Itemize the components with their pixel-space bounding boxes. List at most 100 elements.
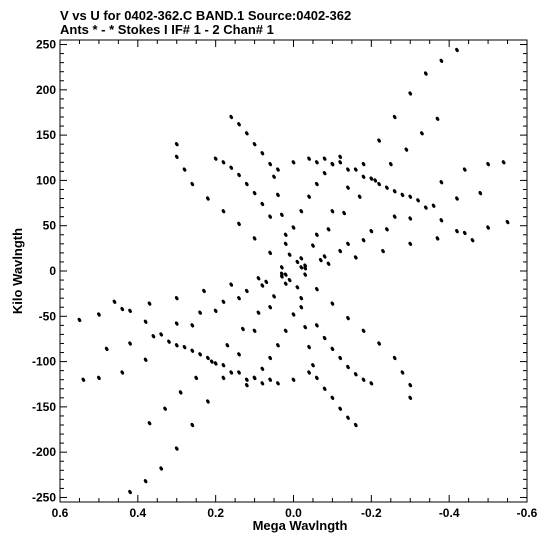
uv-point — [268, 161, 272, 167]
uv-point — [244, 131, 249, 136]
uv-point — [315, 375, 319, 381]
uv-point — [128, 489, 132, 495]
uv-point — [283, 241, 288, 246]
uv-point — [435, 236, 440, 241]
uv-point — [163, 406, 167, 411]
uv-point — [206, 399, 210, 404]
uv-point — [392, 189, 397, 194]
uv-point — [346, 315, 350, 321]
uv-point — [276, 343, 280, 348]
uv-point — [416, 198, 420, 203]
uv-point — [283, 281, 288, 286]
uv-point — [213, 308, 218, 314]
y-tick-label: 150 — [36, 128, 56, 142]
uv-point — [237, 370, 241, 375]
uv-point — [280, 271, 284, 276]
uv-point — [202, 288, 206, 294]
uv-point — [330, 395, 335, 400]
uv-point — [357, 194, 362, 199]
uv-point — [276, 167, 280, 172]
uv-point — [322, 335, 327, 341]
uv-point — [198, 310, 202, 315]
y-tick-label: -250 — [32, 490, 56, 504]
uv-point — [237, 172, 241, 178]
uv-point — [315, 160, 319, 165]
x-tick-label: 0.0 — [285, 506, 302, 520]
y-tick-label: -150 — [32, 400, 56, 414]
uv-point — [478, 190, 483, 196]
uv-point — [408, 91, 413, 96]
uv-point — [167, 339, 171, 344]
uv-point — [470, 238, 475, 243]
uv-point — [229, 165, 234, 170]
uv-point — [81, 377, 86, 382]
uv-point — [283, 328, 288, 333]
uv-point — [408, 241, 413, 246]
uv-point — [237, 296, 241, 301]
y-tick-label: 100 — [36, 173, 56, 187]
uv-point — [237, 221, 241, 227]
uv-point — [120, 370, 125, 375]
uv-point — [194, 375, 199, 381]
uv-point — [237, 122, 241, 127]
x-tick-label: -0.4 — [439, 506, 460, 520]
uv-point — [174, 154, 179, 160]
uv-point — [120, 306, 125, 312]
uv-point — [252, 142, 257, 147]
uv-point — [369, 228, 374, 234]
uv-point — [404, 147, 409, 152]
uv-point — [143, 479, 148, 484]
uv-point — [307, 194, 311, 199]
uv-point — [229, 282, 234, 287]
uv-point — [147, 421, 152, 426]
uv-point — [342, 210, 346, 216]
plot-frame — [59, 39, 528, 503]
uv-point — [330, 346, 335, 352]
uv-point — [338, 154, 343, 160]
uv-point — [424, 71, 428, 76]
uv-point — [373, 178, 378, 183]
uv-point — [318, 257, 323, 263]
uv-point — [439, 218, 444, 223]
uv-point — [346, 241, 350, 246]
uv-point — [244, 382, 249, 388]
uv-point — [392, 214, 397, 219]
uv-point — [400, 192, 405, 198]
uv-point — [252, 236, 257, 241]
uv-point — [408, 194, 413, 199]
uv-point — [299, 256, 304, 261]
uv-point — [346, 167, 350, 172]
uv-point — [174, 321, 179, 326]
uv-point — [424, 205, 428, 210]
y-tick-label: 0 — [49, 264, 56, 278]
uv-point — [303, 272, 307, 277]
uv-point — [143, 319, 148, 324]
uv-point — [147, 301, 152, 306]
uv-point — [174, 446, 179, 451]
uv-point — [159, 466, 163, 471]
chart-title-line1: V vs U for 0402-362.C BAND.1 Source:0402… — [60, 8, 351, 23]
uv-point — [346, 415, 350, 420]
uv-point — [338, 248, 343, 254]
uv-point — [369, 176, 374, 181]
uv-point — [287, 252, 292, 257]
uv-point — [315, 232, 319, 237]
uv-point — [190, 348, 195, 353]
uv-point — [190, 422, 195, 428]
uv-point — [229, 370, 234, 375]
uv-point — [455, 228, 459, 234]
uv-point — [128, 341, 132, 346]
uv-point — [307, 156, 311, 161]
x-tick-label: 0.6 — [52, 506, 69, 520]
uv-point — [295, 285, 300, 290]
uv-point — [260, 366, 265, 371]
uv-point — [252, 190, 257, 196]
uv-point — [315, 181, 319, 187]
uv-point — [221, 375, 226, 381]
x-tick-label: 0.2 — [207, 506, 224, 520]
uv-point — [408, 216, 413, 221]
uv-point — [276, 192, 280, 198]
uv-point — [315, 323, 319, 328]
uv-point — [221, 299, 226, 304]
